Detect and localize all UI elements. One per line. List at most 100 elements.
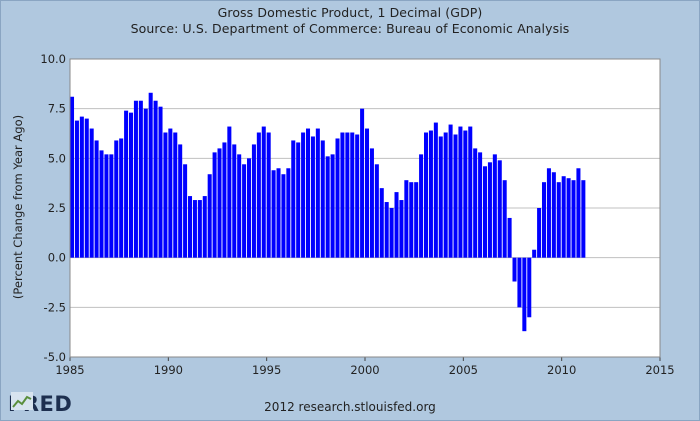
fred-logo[interactable]: FRED (8, 392, 72, 416)
bar (133, 100, 138, 258)
bar (163, 132, 168, 258)
bar (571, 180, 576, 258)
bar (296, 142, 301, 258)
x-tick-label: 1985 (55, 363, 84, 377)
x-tick-label: 1990 (154, 363, 183, 377)
bar (379, 188, 384, 258)
bar (551, 172, 556, 258)
bar (384, 202, 389, 258)
bar (247, 158, 252, 258)
bar (227, 126, 232, 258)
bar (522, 257, 527, 332)
bar (512, 257, 517, 282)
x-tick-label: 2010 (547, 363, 576, 377)
plot-border (69, 58, 661, 358)
bar (414, 182, 419, 258)
source-credit[interactable]: 2012 research.stlouisfed.org (264, 400, 436, 414)
bar (399, 200, 404, 258)
bar (369, 148, 374, 258)
bar (374, 164, 379, 258)
bar (291, 140, 296, 258)
bar (556, 182, 561, 258)
bar (138, 100, 143, 258)
bar (306, 128, 311, 258)
bar (256, 132, 261, 258)
bar (492, 154, 497, 258)
y-tick-label: -2.5 (44, 300, 66, 314)
bar (158, 106, 163, 258)
bar (74, 120, 79, 258)
bar (119, 138, 124, 258)
bar (266, 132, 271, 258)
bar (325, 156, 330, 258)
bar (419, 154, 424, 258)
bar (192, 200, 197, 258)
bar (202, 196, 207, 258)
bar (168, 128, 173, 258)
bar (129, 112, 134, 258)
bar (84, 118, 89, 258)
bar (355, 134, 360, 258)
bar (99, 150, 104, 258)
bar (389, 208, 394, 258)
bar (360, 108, 365, 258)
bar (114, 140, 119, 258)
bar (428, 130, 433, 258)
bar (124, 110, 129, 258)
fred-chart-icon (11, 392, 33, 410)
bar (443, 132, 448, 258)
x-tick-label: 2015 (645, 363, 674, 377)
bar (143, 108, 148, 258)
bar (153, 100, 158, 258)
y-tick-label: -5.0 (44, 350, 66, 364)
bar (178, 144, 183, 258)
bar (424, 132, 429, 258)
bar (502, 180, 507, 258)
bar (212, 152, 217, 258)
y-tick-label: 2.5 (48, 201, 66, 215)
bar (217, 148, 222, 258)
bar (222, 142, 227, 258)
bar (404, 180, 409, 258)
bar (335, 138, 340, 258)
bar (438, 136, 443, 258)
bar (109, 154, 114, 258)
bar (497, 160, 502, 258)
bar (173, 132, 178, 258)
bar (473, 148, 478, 258)
y-tick-label: 7.5 (48, 102, 66, 116)
bar (207, 174, 212, 258)
bar (478, 152, 483, 258)
bar (261, 126, 266, 258)
bar (537, 208, 542, 258)
bar (487, 162, 492, 258)
bar (242, 164, 247, 258)
bar (271, 170, 276, 258)
bar (458, 126, 463, 258)
bar (281, 174, 286, 258)
bar (276, 168, 281, 258)
y-tick-label: 0.0 (48, 251, 66, 265)
bar (70, 96, 75, 258)
bar (463, 130, 468, 258)
bar (581, 180, 586, 258)
bar (576, 168, 581, 258)
bar (532, 249, 537, 258)
bar (89, 128, 94, 258)
bar (251, 144, 256, 258)
bar (409, 182, 414, 258)
bars (70, 92, 586, 332)
y-tick-label: 5.0 (48, 151, 66, 165)
bar (232, 144, 237, 258)
bar (448, 124, 453, 258)
x-tick-label: 2000 (350, 363, 379, 377)
chart-subtitle: Source: U.S. Department of Commerce: Bur… (130, 21, 570, 36)
bar (453, 134, 458, 258)
bar (542, 182, 547, 258)
bar (527, 257, 532, 318)
bar (350, 132, 355, 258)
x-tick-label: 2005 (449, 363, 478, 377)
bar (345, 132, 350, 258)
bar (483, 166, 488, 258)
